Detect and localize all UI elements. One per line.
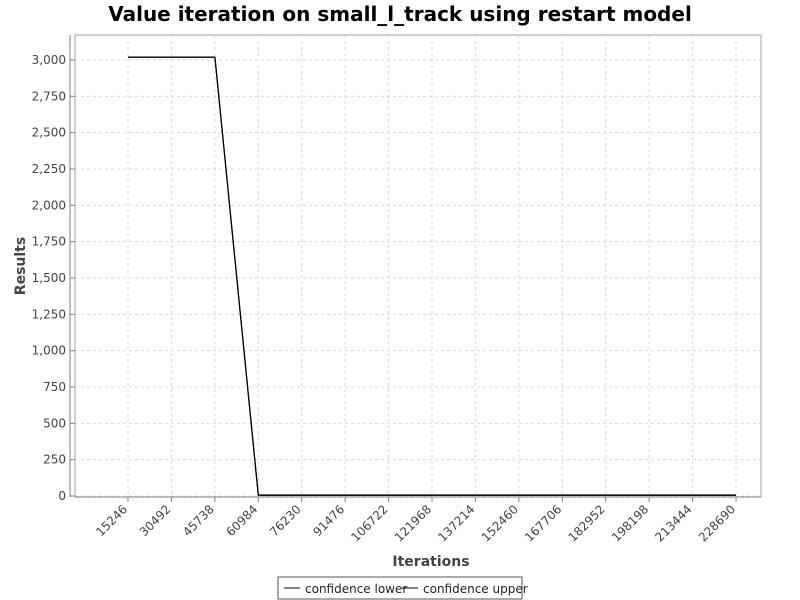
legend-label-confidence-lower: confidence lower (305, 582, 407, 596)
x-tick-label: 137214 (435, 502, 477, 544)
y-tick-label: 1,250 (32, 307, 66, 321)
x-tick-label: 152460 (479, 502, 521, 544)
series-layer (128, 56, 736, 496)
y-tick-label: 0 (58, 489, 66, 503)
y-tick-label: 750 (43, 380, 66, 394)
x-tick-label: 213444 (652, 502, 694, 544)
plot-area (74, 34, 762, 498)
y-tick-layer: 0 250 500 750 1,000 1,250 1,500 1,750 2,000 2,250… (32, 53, 66, 503)
y-tick-label: 1,750 (32, 235, 66, 249)
x-tick-label: 76230 (267, 502, 304, 539)
y-tick-label: 2,000 (32, 198, 66, 212)
y-tick-label: 250 (43, 453, 66, 467)
x-axis-label: Iterations (392, 554, 469, 570)
y-axis-label: Results (13, 237, 29, 295)
x-tick-label: 91476 (310, 502, 347, 539)
grid-layer (75, 35, 761, 497)
y-tick-label: 2,250 (32, 162, 66, 176)
y-tick-label: 3,000 (32, 53, 66, 67)
y-tick-label: 1,000 (32, 344, 66, 358)
y-tick-label: 1,500 (32, 271, 66, 285)
axis-layer (69, 35, 761, 502)
y-tick-label: 2,750 (32, 89, 66, 103)
x-tick-label: 15246 (93, 502, 130, 539)
x-tick-label: 167706 (522, 502, 564, 544)
x-tick-label: 106722 (348, 502, 390, 544)
legend-box (277, 576, 523, 600)
y-tick-label: 500 (43, 416, 66, 430)
x-tick-label: 121968 (392, 502, 434, 544)
legend: confidence lower confidence upper (277, 576, 528, 600)
x-tick-layer: 15246 30492 45738 60984 76230 91476 106722 1219… (93, 502, 738, 544)
x-tick-label: 182952 (566, 502, 608, 544)
series-line-confidence-upper (128, 56, 736, 496)
x-tick-label: 45738 (180, 502, 217, 539)
legend-label-confidence-upper: confidence upper (423, 582, 528, 596)
x-tick-label: 60984 (224, 502, 261, 539)
y-tick-label: 2,500 (32, 126, 66, 140)
chart-title: Value iteration on small_l_track using r… (108, 2, 692, 26)
x-tick-label: 198198 (609, 502, 651, 544)
x-tick-label: 228690 (696, 502, 738, 544)
x-tick-label: 30492 (137, 502, 174, 539)
